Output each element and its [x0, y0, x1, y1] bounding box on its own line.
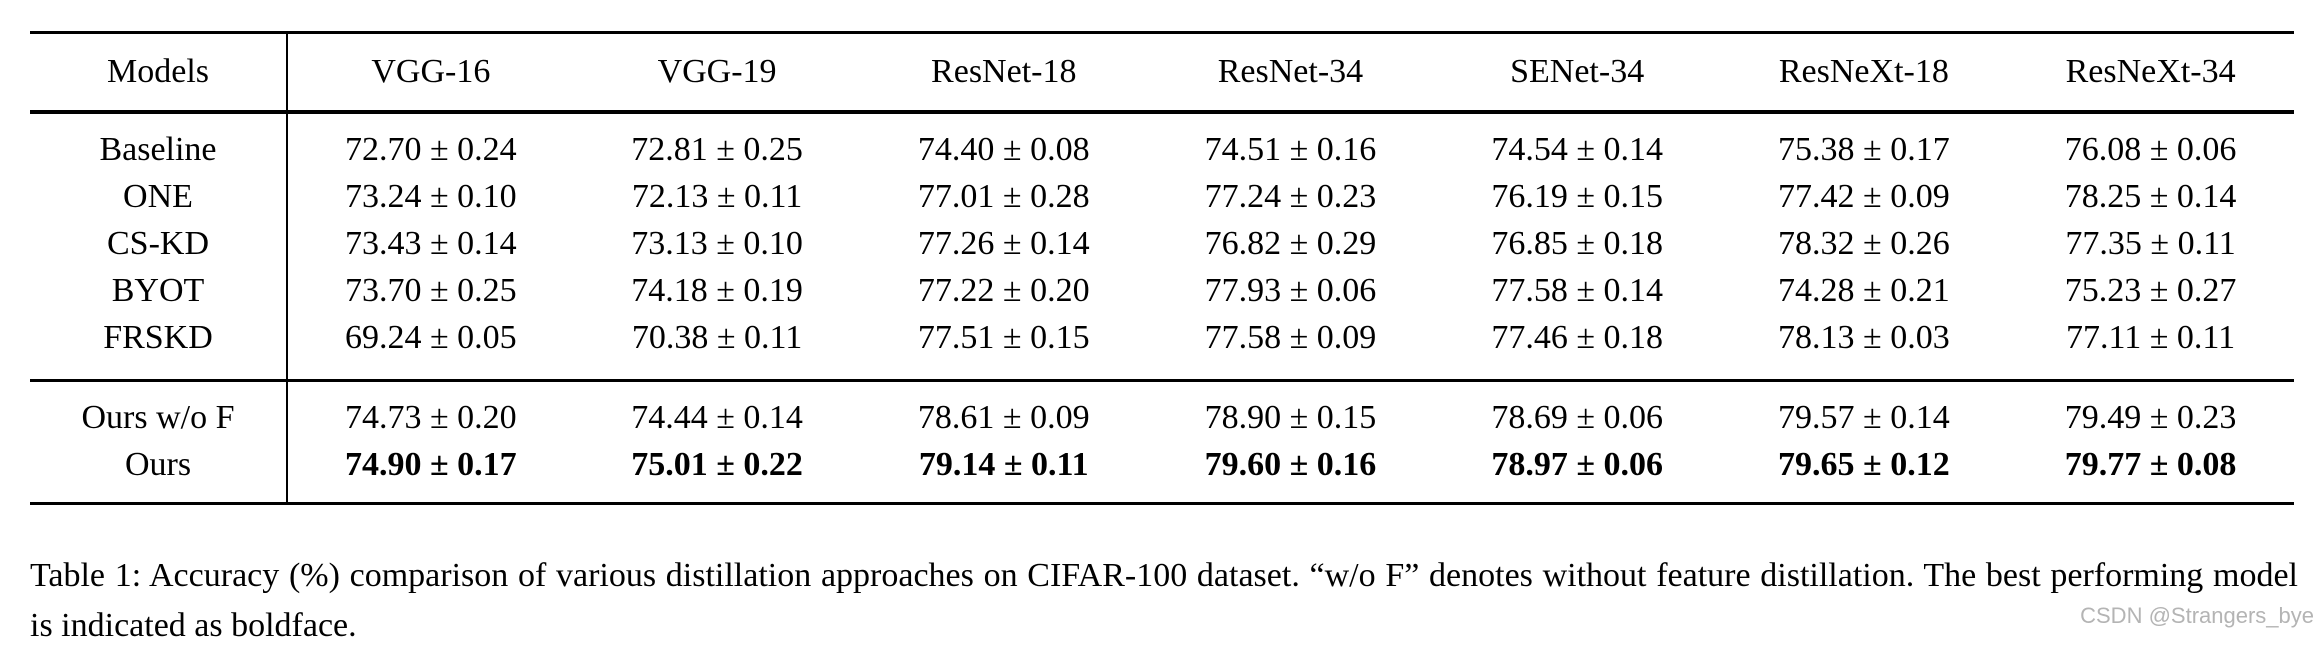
accuracy-cell: 69.24 ± 0.05	[345, 318, 517, 356]
accuracy-cell: 78.13 ± 0.03	[1778, 318, 1950, 356]
accuracy-cell: 75.23 ± 0.27	[2064, 271, 2237, 309]
accuracy-cell: 78.97 ± 0.06	[1491, 445, 1663, 483]
accuracy-cell: 76.82 ± 0.29	[1204, 224, 1377, 262]
accuracy-cell: 74.44 ± 0.14	[631, 398, 803, 436]
row-label: Ours w/o F	[30, 380, 288, 441]
accuracy-cell: 79.14 ± 0.11	[918, 445, 1089, 483]
column-header-models: Models	[30, 32, 288, 114]
row-label: CS-KD	[30, 220, 288, 267]
column-header: ResNet-18	[860, 32, 1148, 114]
accuracy-cell: 77.11 ± 0.11	[2066, 318, 2236, 356]
accuracy-cell: 78.25 ± 0.14	[2064, 177, 2237, 215]
row-label: FRSKD	[30, 314, 288, 381]
table-row: CS-KD 73.43 ± 0.14 73.13 ± 0.10 77.26 ± 0.1…	[30, 220, 2294, 267]
row-label: BYOT	[30, 267, 288, 314]
column-header: ResNet-34	[1147, 32, 1434, 114]
header-row: Models VGG-16 VGG-19 ResNet-18 ResNet-34 SENe…	[30, 32, 2294, 114]
accuracy-cell: 77.58 ± 0.14	[1491, 271, 1663, 309]
watermark: CSDN @Strangers_bye	[2080, 603, 2314, 628]
accuracy-cell: 78.32 ± 0.26	[1778, 224, 1950, 262]
accuracy-cell: 72.70 ± 0.24	[345, 130, 517, 168]
row-label: Baseline	[30, 112, 288, 173]
accuracy-cell: 77.22 ± 0.20	[917, 271, 1090, 309]
column-header: SENet-34	[1433, 32, 1721, 114]
table-row: Ours w/o F 74.73 ± 0.20 74.44 ± 0.14 78.61 …	[30, 380, 2294, 441]
table-caption: Table 1: Accuracy (%) comparison of vari…	[30, 557, 2298, 644]
accuracy-cell: 75.01 ± 0.22	[631, 445, 803, 483]
accuracy-cell: 79.49 ± 0.23	[2064, 398, 2237, 436]
accuracy-cell: 70.38 ± 0.11	[631, 318, 803, 356]
accuracy-cell: 78.69 ± 0.06	[1491, 398, 1663, 436]
accuracy-cell: 74.51 ± 0.16	[1204, 130, 1377, 168]
accuracy-cell: 73.43 ± 0.14	[345, 224, 517, 262]
accuracy-cell: 77.46 ± 0.18	[1491, 318, 1663, 356]
accuracy-cell: 78.90 ± 0.15	[1204, 398, 1377, 436]
accuracy-cell: 72.13 ± 0.11	[631, 177, 803, 215]
accuracy-cell: 77.24 ± 0.23	[1204, 177, 1377, 215]
accuracy-cell: 74.90 ± 0.17	[345, 445, 517, 483]
accuracy-cell: 77.42 ± 0.09	[1778, 177, 1950, 215]
accuracy-cell: 78.61 ± 0.09	[917, 398, 1090, 436]
accuracy-cell: 73.70 ± 0.25	[345, 271, 517, 309]
results-table: Models VGG-16 VGG-19 ResNet-18 ResNet-34 SENe…	[30, 31, 2294, 505]
column-header: VGG-16	[287, 32, 574, 114]
ours-section: Ours w/o F 74.73 ± 0.20 74.44 ± 0.14 78.61 …	[30, 380, 2294, 504]
table-row: Baseline 72.70 ± 0.24 72.81 ± 0.25 74.40 ± …	[30, 112, 2294, 173]
accuracy-cell: 76.19 ± 0.15	[1491, 177, 1663, 215]
row-label: ONE	[30, 173, 288, 220]
accuracy-cell: 76.85 ± 0.18	[1491, 224, 1663, 262]
table-row: Ours 74.90 ± 0.17 75.01 ± 0.22 79.14 ± 0.11…	[30, 441, 2294, 504]
accuracy-cell: 76.08 ± 0.06	[2064, 130, 2237, 168]
accuracy-cell: 77.01 ± 0.28	[917, 177, 1090, 215]
baseline-section: Baseline 72.70 ± 0.24 72.81 ± 0.25 74.40 ± …	[30, 112, 2294, 381]
accuracy-cell: 79.57 ± 0.14	[1778, 398, 1950, 436]
accuracy-cell: 75.38 ± 0.17	[1778, 130, 1950, 168]
accuracy-cell: 77.93 ± 0.06	[1204, 271, 1377, 309]
accuracy-cell: 73.13 ± 0.10	[631, 224, 803, 262]
table-row: ONE 73.24 ± 0.10 72.13 ± 0.11 77.01 ± 0.28 7…	[30, 173, 2294, 220]
table-row: FRSKD 69.24 ± 0.05 70.38 ± 0.11 77.51 ± 0.1…	[30, 314, 2294, 381]
accuracy-cell: 74.28 ± 0.21	[1778, 271, 1950, 309]
accuracy-cell: 74.40 ± 0.08	[917, 130, 1090, 168]
column-header: ResNeXt-34	[2007, 32, 2294, 114]
accuracy-cell: 74.73 ± 0.20	[345, 398, 517, 436]
accuracy-cell: 73.24 ± 0.10	[345, 177, 517, 215]
accuracy-cell: 77.26 ± 0.14	[917, 224, 1090, 262]
accuracy-cell: 77.35 ± 0.11	[2065, 224, 2236, 262]
row-label: Ours	[30, 441, 288, 504]
accuracy-cell: 74.18 ± 0.19	[631, 271, 803, 309]
accuracy-cell: 72.81 ± 0.25	[631, 130, 803, 168]
accuracy-cell: 79.60 ± 0.16	[1204, 445, 1377, 483]
accuracy-cell: 79.77 ± 0.08	[2064, 445, 2237, 483]
table-row: BYOT 73.70 ± 0.25 74.18 ± 0.19 77.22 ± 0.20…	[30, 267, 2294, 314]
column-header: VGG-19	[573, 32, 861, 114]
accuracy-cell: 74.54 ± 0.14	[1491, 130, 1663, 168]
accuracy-cell: 77.58 ± 0.09	[1204, 318, 1377, 356]
column-header: ResNeXt-18	[1720, 32, 2008, 114]
accuracy-cell: 77.51 ± 0.15	[917, 318, 1090, 356]
accuracy-cell: 79.65 ± 0.12	[1778, 445, 1950, 483]
